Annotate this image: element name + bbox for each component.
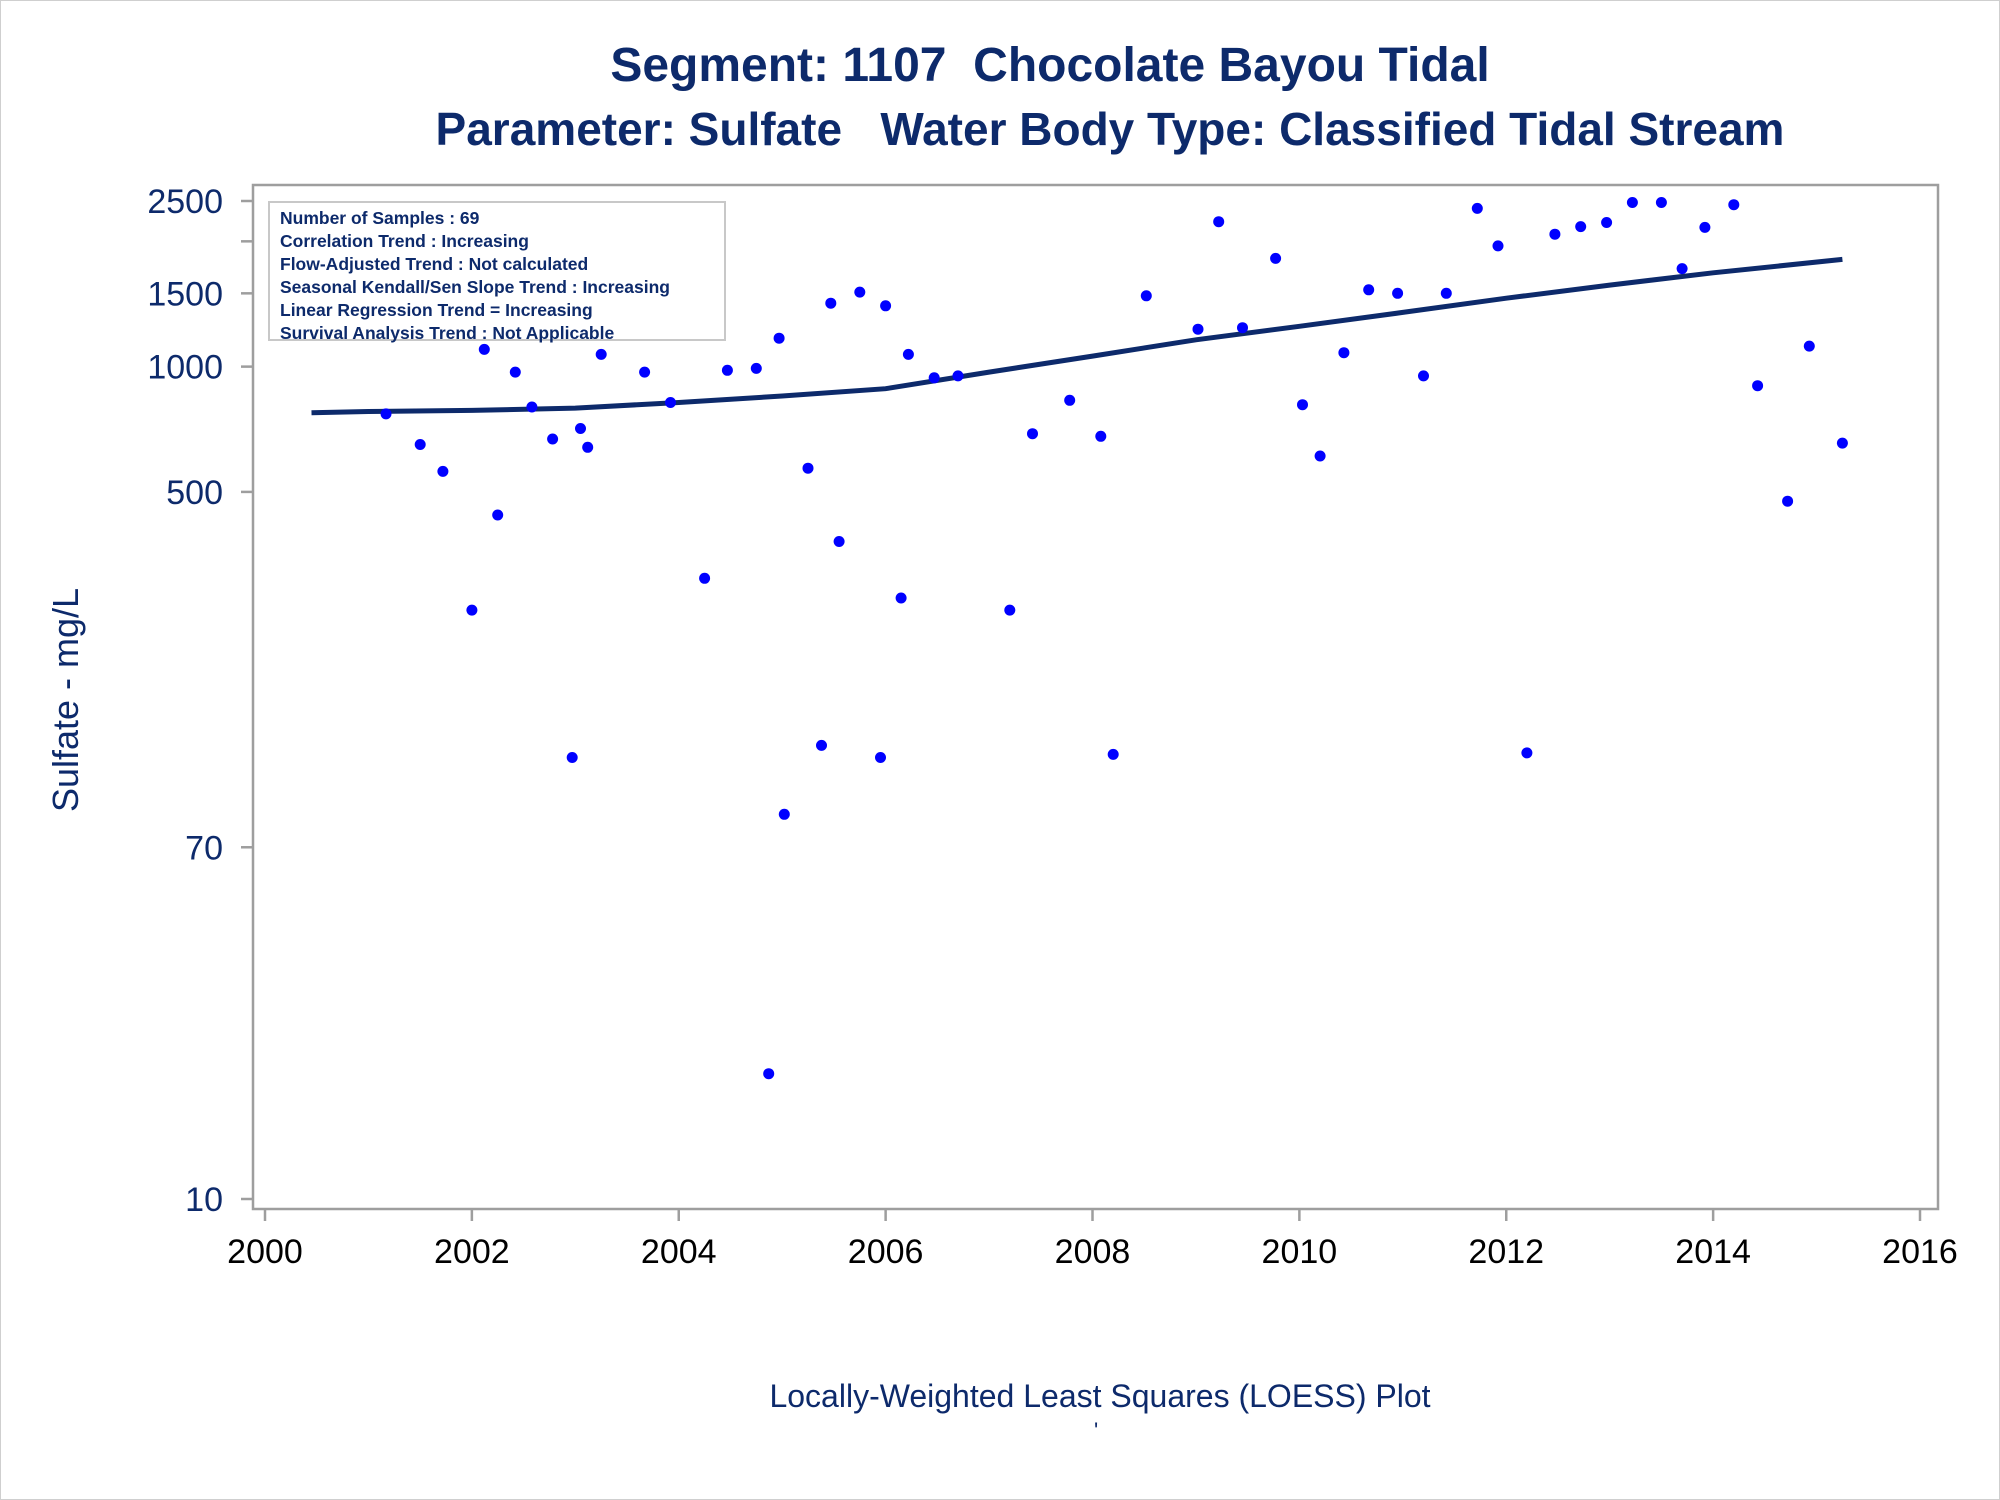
- x-tick-label: 2014: [1675, 1233, 1751, 1271]
- data-point: [952, 370, 964, 382]
- data-point: [380, 408, 392, 420]
- data-point: [437, 465, 449, 477]
- stats-line-samples: Number of Samples : 69: [280, 208, 480, 228]
- data-point: [466, 604, 478, 616]
- stats-box: Number of Samples : 69 Correlation Trend…: [268, 201, 726, 343]
- y-tick-label: 1000: [147, 349, 223, 387]
- data-point: [1575, 221, 1587, 233]
- stats-line-kendall: Seasonal Kendall/Sen Slope Trend : Incre…: [280, 277, 670, 297]
- stats-line-survival: Survival Analysis Trend : Not Applicable: [280, 323, 615, 343]
- data-point: [895, 592, 907, 604]
- x-tick-label: 2016: [1882, 1233, 1958, 1271]
- y-axis: 10 70 500 1000 1500 2500: [147, 183, 253, 1219]
- data-point: [1392, 287, 1404, 299]
- data-point: [575, 423, 586, 434]
- data-point: [721, 364, 733, 376]
- data-point: [816, 739, 827, 751]
- data-point: [1140, 290, 1152, 302]
- y-tick-label: 10: [185, 1181, 223, 1219]
- data-point: [1270, 252, 1282, 264]
- stats-line-correlation: Correlation Trend : Increasing: [280, 231, 529, 251]
- data-point: [1297, 399, 1308, 411]
- data-point: [880, 300, 892, 312]
- data-point: [1237, 322, 1248, 334]
- data-point: [833, 536, 845, 547]
- data-point: [1314, 450, 1326, 462]
- data-point: [665, 397, 676, 408]
- data-point: [509, 366, 521, 378]
- data-point: [1004, 604, 1016, 616]
- data-point: [1601, 217, 1613, 228]
- data-point: [802, 462, 814, 474]
- x-axis: 2000 2002 2004 2006 2008 2010 2012 2014 2016: [227, 1209, 1958, 1271]
- x-tick-label: 2008: [1055, 1233, 1131, 1271]
- data-point: [1752, 380, 1764, 392]
- data-point: [1836, 437, 1848, 449]
- y-axis-label: Sulfate - mg/L: [45, 588, 86, 812]
- data-point: [1213, 216, 1225, 228]
- data-point: [1521, 747, 1533, 759]
- data-point: [825, 297, 837, 309]
- data-point: [1699, 221, 1711, 233]
- stats-line-regression: Linear Regression Trend = Increasing: [280, 300, 593, 320]
- data-point: [778, 808, 790, 820]
- chart-title: Segment: 1107 Chocolate Bayou Tidal: [610, 39, 1490, 92]
- data-point: [1676, 263, 1688, 275]
- data-point: [875, 752, 886, 763]
- data-point: [526, 401, 538, 413]
- plot-area: [251, 183, 1940, 1211]
- loess-line: [311, 256, 1843, 416]
- data-point: [750, 362, 762, 374]
- x-tick-label: 2004: [641, 1233, 717, 1271]
- data-point: [414, 439, 426, 450]
- data-point: [1728, 199, 1740, 211]
- data-point: [1655, 197, 1667, 208]
- data-point: [699, 572, 711, 584]
- data-point: [1492, 240, 1504, 252]
- x-tick-label: 2006: [848, 1233, 924, 1271]
- data-point: [1363, 284, 1375, 296]
- data-point: [595, 348, 607, 360]
- footnote: Locally-Weighted Least Squares (LOESS) P…: [769, 1378, 1431, 1414]
- data-point: [1095, 430, 1107, 442]
- data-point: [1782, 495, 1794, 507]
- y-tick-label: 2500: [147, 183, 223, 221]
- stats-line-flow: Flow-Adjusted Trend : Not calculated: [280, 254, 589, 274]
- data-point: [1803, 340, 1815, 352]
- data-point: [639, 366, 651, 378]
- y-tick-label: 500: [166, 474, 223, 512]
- data-point: [1027, 428, 1038, 440]
- chart-subtitle: Parameter: Sulfate Water Body Type: Clas…: [435, 103, 1785, 155]
- data-point: [478, 343, 490, 355]
- x-tick-label: 2012: [1468, 1233, 1544, 1271]
- data-point: [854, 286, 866, 298]
- x-tick-label: 2000: [227, 1233, 303, 1271]
- data-point: [582, 441, 594, 453]
- data-point: [492, 509, 504, 521]
- data-point: [1440, 287, 1452, 299]
- data-point: [547, 433, 559, 445]
- data-point: [566, 752, 578, 763]
- data-point: [1338, 347, 1350, 359]
- data-point: [773, 332, 785, 344]
- data-point: [928, 372, 940, 384]
- x-tick-label: 2002: [434, 1233, 510, 1271]
- footnote-mark: ': [1094, 1418, 1099, 1443]
- data-point: [902, 348, 914, 360]
- data-point: [1549, 228, 1561, 240]
- data-point: [1626, 197, 1638, 208]
- y-tick-label: 1500: [147, 275, 223, 313]
- data-point: [1192, 323, 1204, 335]
- data-point: [1418, 370, 1429, 382]
- data-point: [1064, 394, 1076, 406]
- x-tick-label: 2010: [1262, 1233, 1338, 1271]
- y-tick-label: 70: [185, 829, 223, 867]
- data-point: [1107, 748, 1119, 760]
- data-point: [763, 1068, 775, 1080]
- data-points: [306, 197, 1848, 1080]
- data-point: [1471, 202, 1483, 214]
